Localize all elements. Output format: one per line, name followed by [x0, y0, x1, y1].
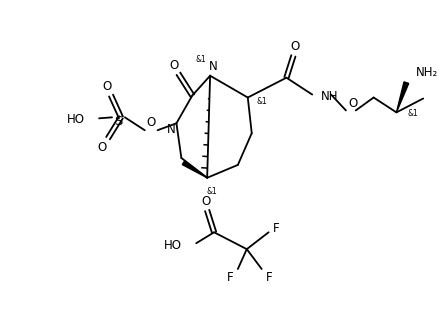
Text: O: O	[202, 195, 211, 208]
Text: F: F	[266, 271, 273, 284]
Text: F: F	[273, 222, 280, 235]
Text: &1: &1	[407, 109, 418, 118]
Text: S: S	[114, 115, 122, 128]
Text: &1: &1	[207, 187, 218, 196]
Polygon shape	[182, 161, 207, 178]
Text: &1: &1	[196, 55, 207, 64]
Text: O: O	[170, 59, 179, 72]
Text: NH₂: NH₂	[416, 66, 439, 79]
Text: O: O	[146, 116, 155, 129]
Text: O: O	[102, 80, 112, 93]
Text: &1: &1	[256, 97, 267, 106]
Text: F: F	[227, 271, 233, 284]
Text: N: N	[209, 60, 218, 73]
Text: O: O	[97, 140, 107, 153]
Text: O: O	[348, 97, 358, 110]
Text: HO: HO	[67, 113, 85, 126]
Polygon shape	[396, 82, 409, 113]
Text: N: N	[167, 123, 176, 136]
Text: NH: NH	[321, 90, 339, 103]
Text: O: O	[291, 41, 300, 54]
Text: HO: HO	[164, 239, 182, 252]
